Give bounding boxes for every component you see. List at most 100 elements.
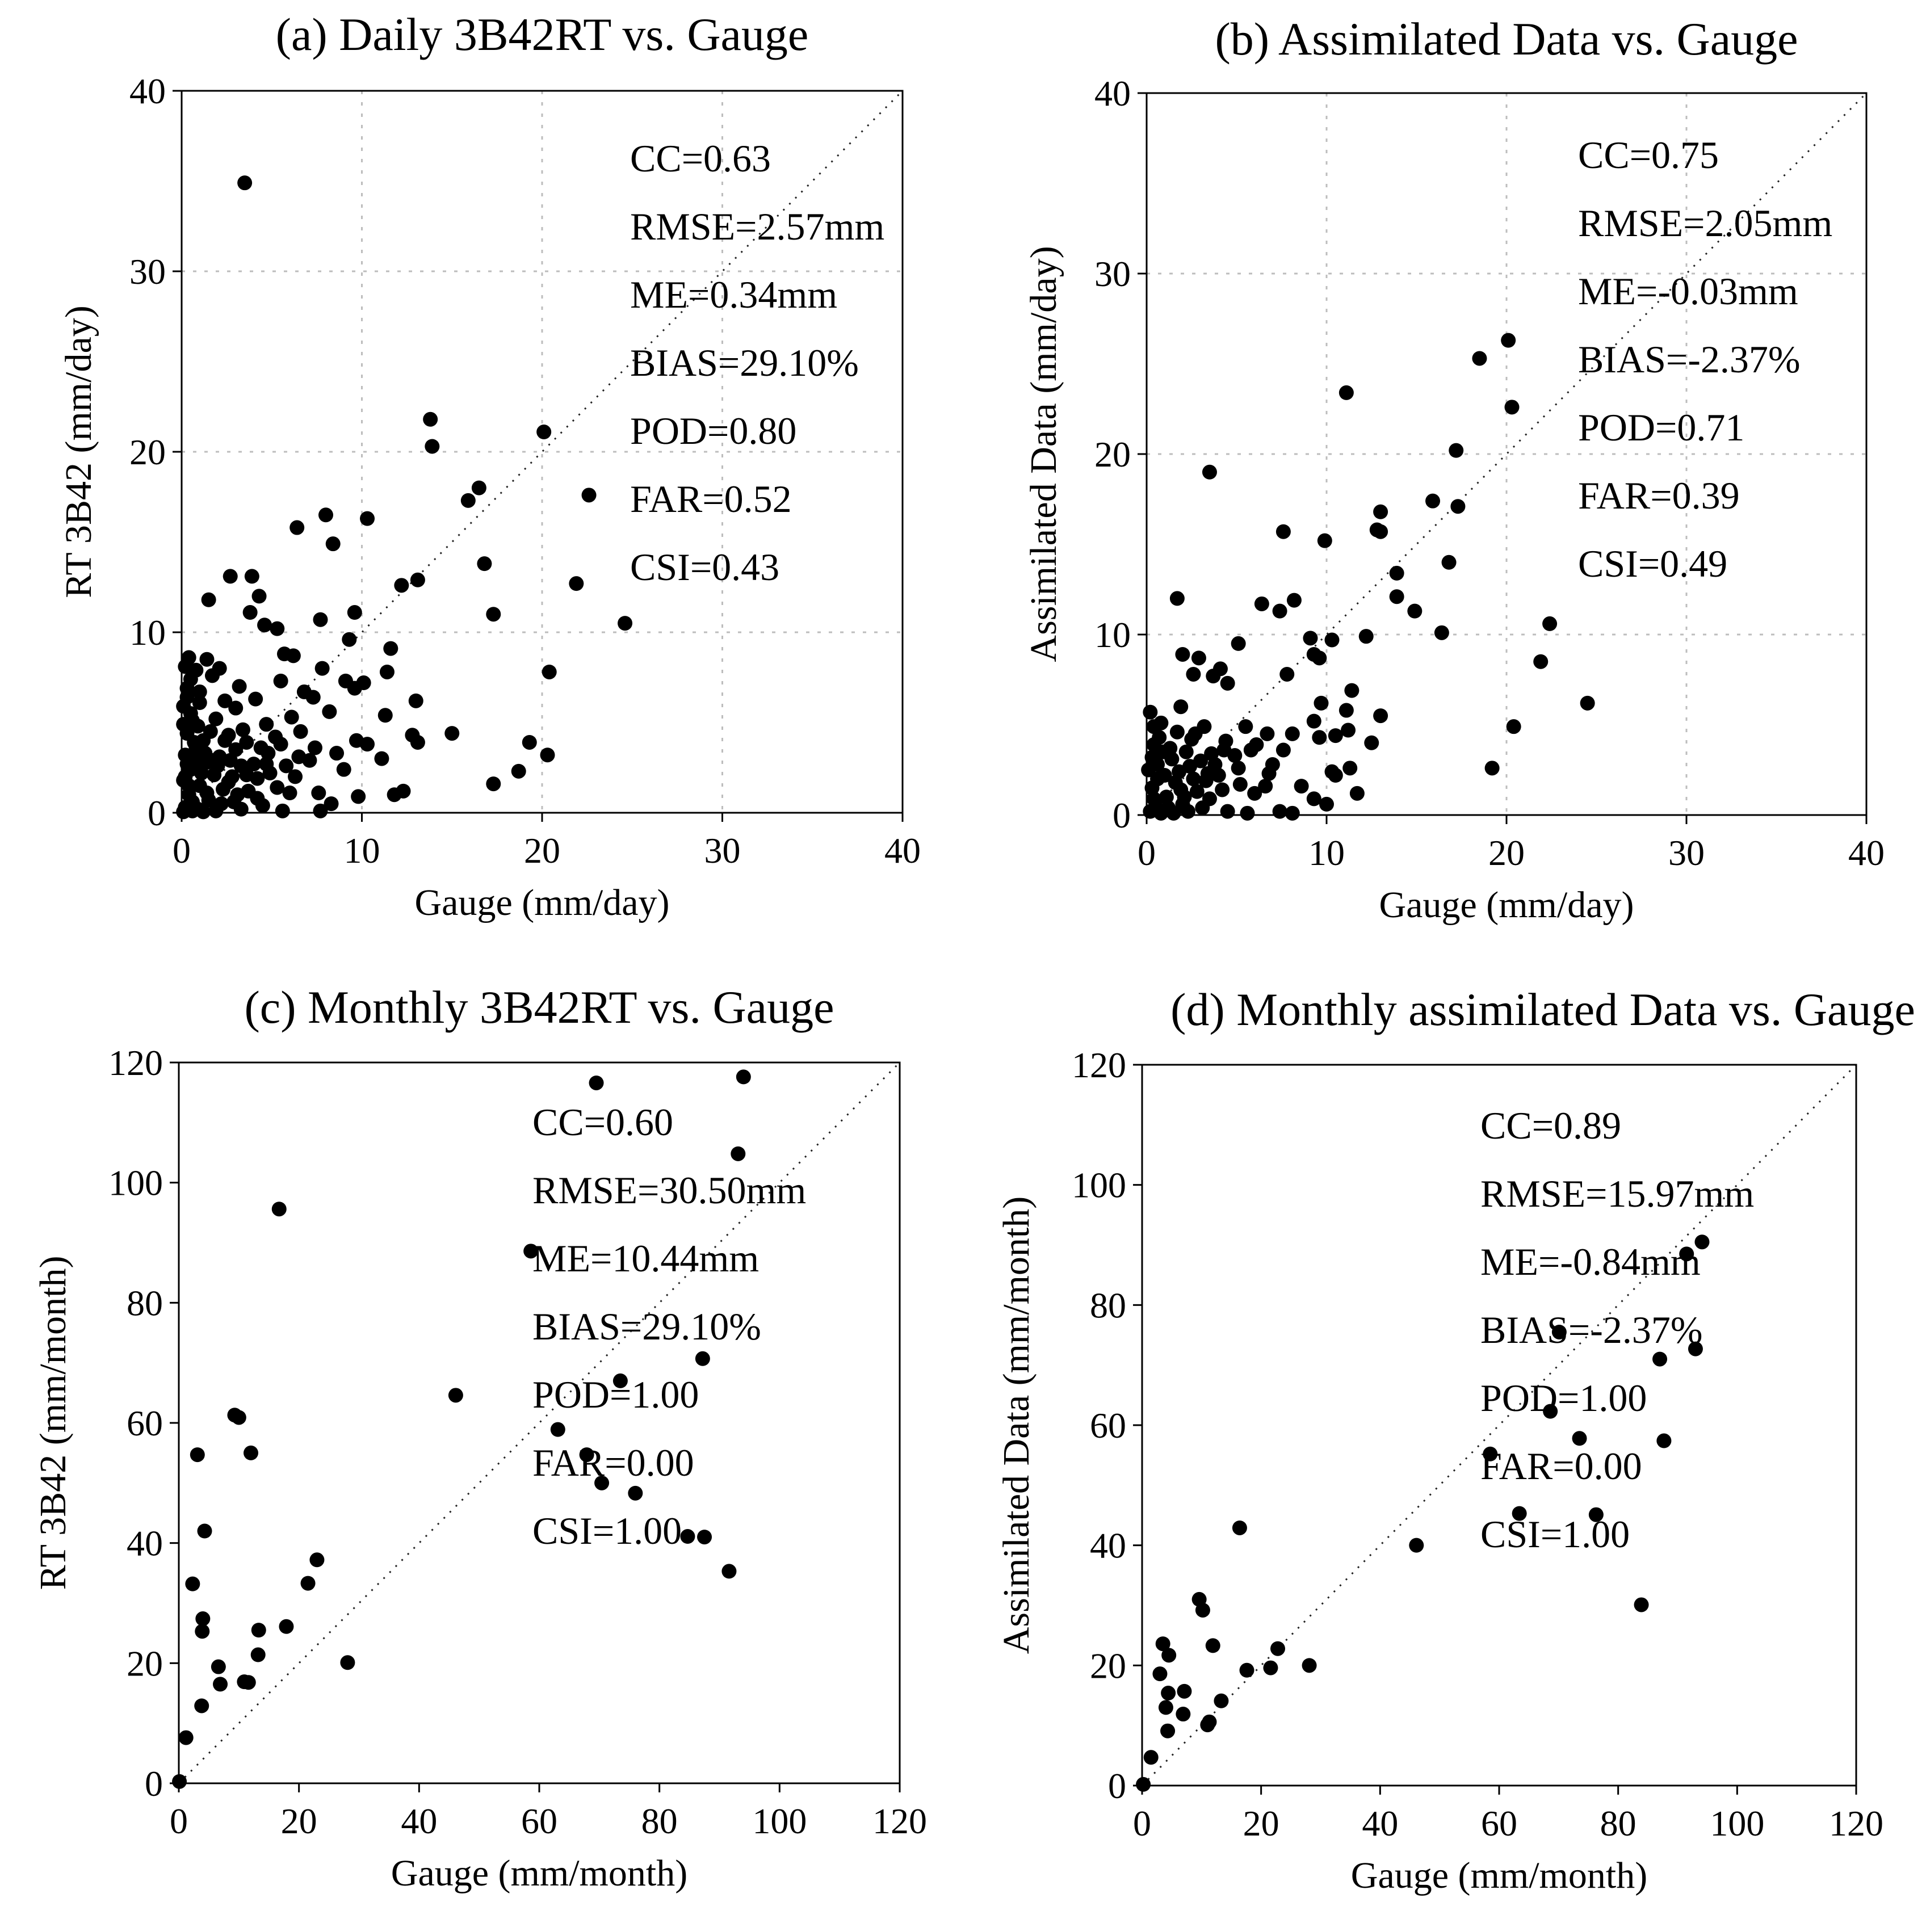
data-point xyxy=(1344,683,1359,698)
x-tick-label: 20 xyxy=(1488,833,1525,873)
data-point xyxy=(444,726,460,741)
data-point xyxy=(1306,713,1321,729)
data-point xyxy=(1272,603,1287,619)
data-point xyxy=(1275,524,1291,539)
data-point xyxy=(1146,791,1161,807)
data-point xyxy=(293,724,308,739)
data-point xyxy=(550,1422,565,1437)
data-point xyxy=(221,774,236,789)
stat-label: RMSE=15.97mm xyxy=(1480,1172,1754,1215)
data-point xyxy=(204,668,220,683)
data-point xyxy=(1338,703,1354,718)
y-axis-label: RT 3B42 (mm/day) xyxy=(58,305,99,598)
data-point xyxy=(1543,1404,1558,1419)
data-point xyxy=(176,717,191,732)
stat-label: RMSE=2.57mm xyxy=(630,205,884,248)
data-point xyxy=(217,693,233,708)
data-point xyxy=(1302,1658,1317,1673)
data-point xyxy=(736,1069,751,1085)
data-point xyxy=(172,1774,187,1789)
data-point xyxy=(239,767,254,783)
data-point xyxy=(594,1475,610,1490)
y-tick-label: 20 xyxy=(129,432,166,472)
y-tick-label: 20 xyxy=(1090,1645,1126,1686)
y-tick-label: 80 xyxy=(1090,1285,1126,1325)
data-point xyxy=(1150,771,1165,787)
data-point xyxy=(239,734,254,750)
x-tick-label: 80 xyxy=(1600,1803,1637,1843)
data-point xyxy=(313,803,328,818)
stat-label: BIAS=-2.37% xyxy=(1578,338,1801,381)
data-point xyxy=(325,536,341,552)
data-point xyxy=(1312,650,1327,666)
x-tick-label: 30 xyxy=(704,830,741,871)
data-point xyxy=(1173,699,1189,715)
x-axis-label: Gauge (mm/month) xyxy=(1351,1855,1647,1896)
data-point xyxy=(471,480,486,495)
data-point xyxy=(1232,1520,1247,1535)
data-point xyxy=(286,648,301,663)
stat-label: CC=0.60 xyxy=(532,1101,673,1144)
data-point xyxy=(204,753,220,768)
y-tick-label: 100 xyxy=(1072,1165,1126,1206)
data-point xyxy=(271,1202,287,1217)
data-point xyxy=(241,1675,256,1690)
stat-label: BIAS=-2.37% xyxy=(1480,1308,1703,1351)
data-point xyxy=(1155,744,1170,759)
data-point xyxy=(1231,761,1246,776)
chart-title: (d) Monthly assimilated Data vs. Gauge xyxy=(1170,984,1915,1035)
data-point xyxy=(270,780,285,795)
stat-label: POD=1.00 xyxy=(532,1373,699,1416)
y-tick-label: 120 xyxy=(108,1043,163,1083)
data-point xyxy=(1328,728,1343,744)
data-point xyxy=(314,661,330,676)
data-point xyxy=(377,708,393,723)
x-tick-label: 0 xyxy=(173,830,191,871)
x-tick-label: 10 xyxy=(1308,833,1345,873)
data-point xyxy=(351,789,366,804)
data-point xyxy=(536,425,552,440)
stat-label: CC=0.75 xyxy=(1578,133,1719,177)
y-tick-label: 30 xyxy=(129,251,166,292)
data-point xyxy=(259,717,274,732)
x-axis-label: Gauge (mm/day) xyxy=(414,882,669,923)
data-point xyxy=(1580,695,1595,711)
data-point xyxy=(1186,771,1201,787)
data-point xyxy=(1364,735,1379,750)
data-point xyxy=(1588,1507,1604,1522)
data-point xyxy=(197,1523,212,1539)
data-point xyxy=(1425,493,1441,509)
x-tick-label: 30 xyxy=(1668,833,1705,873)
x-tick-label: 20 xyxy=(524,830,560,871)
data-point xyxy=(1161,1648,1177,1663)
data-point xyxy=(185,1576,200,1591)
data-point xyxy=(1652,1351,1668,1367)
data-point xyxy=(1158,1700,1173,1715)
data-point xyxy=(410,734,425,750)
data-point xyxy=(1200,1717,1215,1733)
data-point xyxy=(1258,779,1273,794)
data-point xyxy=(324,796,339,812)
chart-title: (c) Monthly 3B42RT vs. Gauge xyxy=(245,981,834,1033)
x-tick-label: 60 xyxy=(521,1801,557,1841)
data-point xyxy=(1206,669,1221,684)
data-point xyxy=(199,652,215,667)
data-point xyxy=(1484,761,1500,776)
data-point xyxy=(1247,786,1262,801)
data-point xyxy=(1688,1341,1703,1356)
data-point xyxy=(1215,782,1230,797)
panel-d-monthly-assimilated: (d) Monthly assimilated Data vs. Gauge 0 2… xyxy=(996,984,1915,1896)
data-point xyxy=(540,747,555,763)
data-point xyxy=(1349,786,1365,801)
data-point xyxy=(288,769,303,784)
data-point xyxy=(190,719,205,734)
data-point xyxy=(235,722,250,737)
data-point xyxy=(1472,351,1487,366)
data-point xyxy=(1202,464,1217,480)
data-point xyxy=(1152,730,1167,745)
data-point xyxy=(1161,1686,1176,1701)
y-tick-label: 100 xyxy=(108,1163,163,1203)
data-point xyxy=(194,766,209,781)
data-point xyxy=(1373,524,1388,539)
